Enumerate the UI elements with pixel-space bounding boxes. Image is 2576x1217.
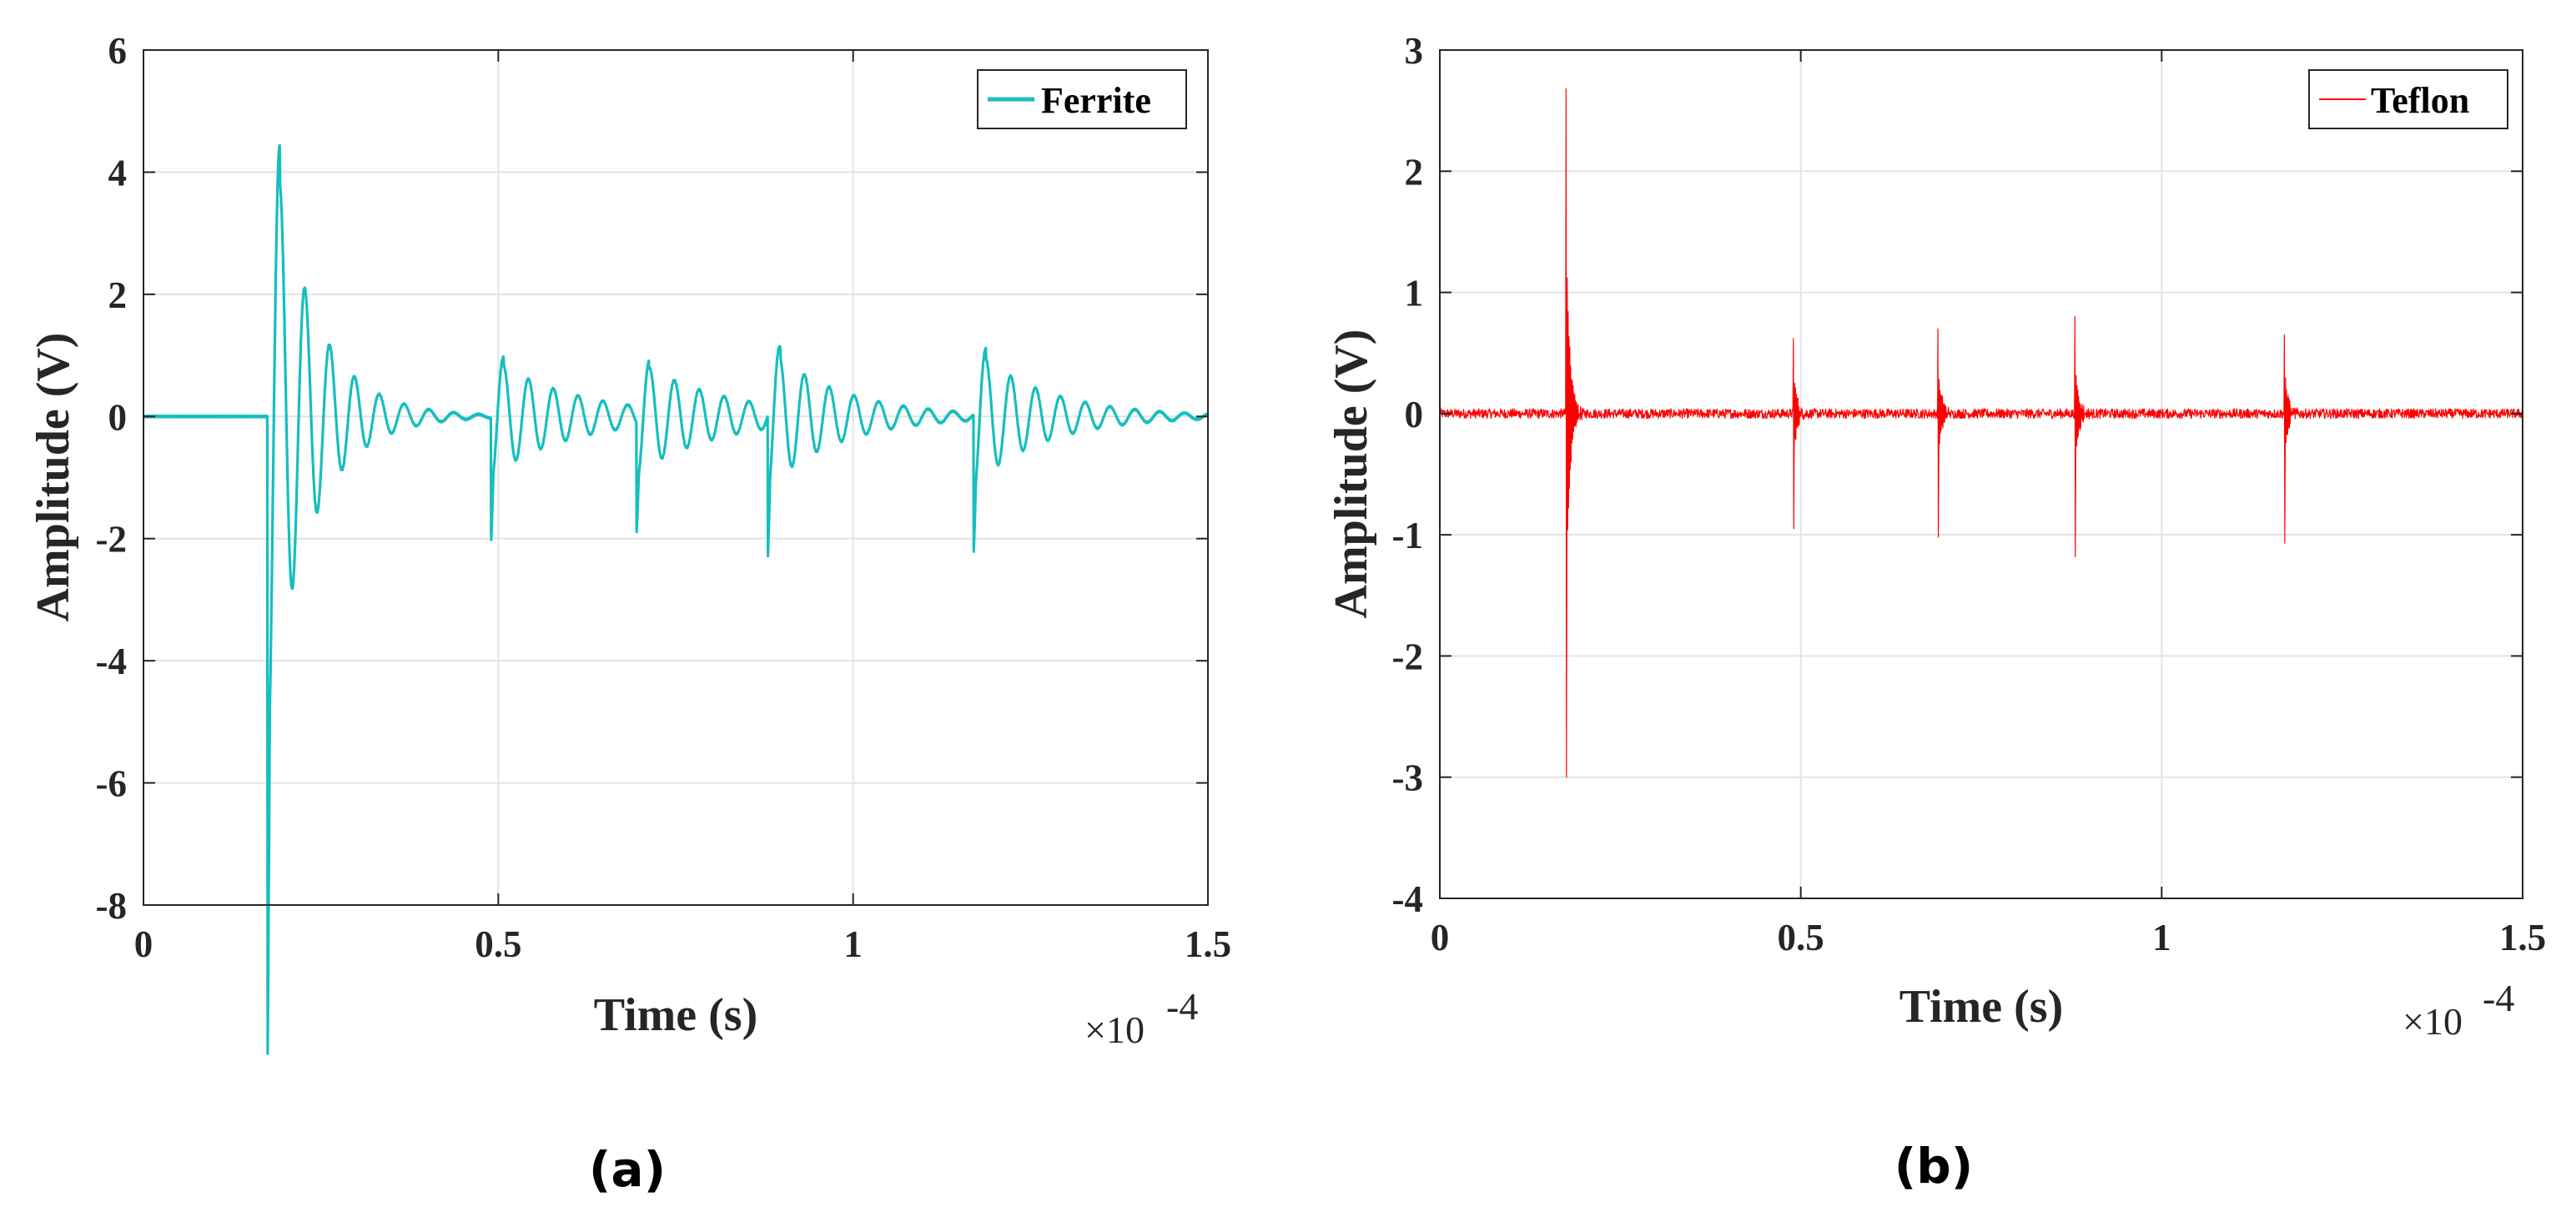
- panel-a-legend-label: Ferrite: [1041, 80, 1151, 121]
- panel-b-axes-box: [1439, 49, 2523, 899]
- panel-b-series: [1439, 88, 2523, 778]
- panel-a-ticks: [143, 49, 1209, 906]
- panel-b-xtick-label: 1: [2152, 917, 2171, 958]
- panel-a-ytick-label: 0: [108, 396, 128, 438]
- panel-a-ytick-label: 6: [108, 30, 128, 72]
- panel-b-plot-area: [1440, 50, 2523, 898]
- panel-a-xtick-labels: 0 0.5 1 1.5: [134, 923, 1231, 965]
- panel-b-ytick-label: -3: [1392, 757, 1424, 799]
- panel-a-xtick-label: 0.5: [475, 923, 521, 965]
- panel-b-xtick-label: 0.5: [1778, 917, 1824, 958]
- panel-b-caption: (b): [1894, 1138, 1974, 1194]
- panel-a-ytick-labels: -8 -6 -4 -2 0 2 4 6: [96, 30, 128, 927]
- panel-a-caption: (a): [589, 1141, 666, 1198]
- panel-a-series: [142, 143, 1210, 1055]
- panel-a-legend: Ferrite: [977, 69, 1187, 129]
- panel-b-y-axis-label: Amplitude (V): [1326, 329, 1377, 619]
- panel-a-y-axis-label: Amplitude (V): [28, 333, 79, 622]
- panel-b-xtick-label: 0: [1431, 917, 1450, 958]
- panel-a-ytick-label: -6: [96, 763, 128, 805]
- panel-a-xtick-label: 1.5: [1185, 923, 1231, 965]
- panel-b-ytick-label: -1: [1392, 515, 1424, 556]
- panel-a-ytick-label: 4: [108, 152, 128, 194]
- panel-a-chart: -8 -6 -4 -2 0 2 4 6 0 0.5 1 1.5 Time (s)…: [28, 30, 1231, 1198]
- panel-a-x-axis-label: Time (s): [594, 989, 758, 1041]
- panel-b-ytick-label: -4: [1392, 878, 1424, 920]
- panel-b-ytick-labels: -4 -3 -2 -1 0 1 2 3: [1392, 30, 1424, 920]
- panel-a-plot-area: [143, 50, 1208, 905]
- panel-b-ytick-label: 2: [1405, 151, 1424, 193]
- panel-a-xtick-label: 0: [134, 923, 153, 965]
- panel-b-series-line-teflon: [1439, 88, 2523, 778]
- panel-a-ytick-label: -2: [96, 519, 128, 561]
- panel-a-series-line-ferrite: [142, 143, 1210, 1055]
- panel-a-x-exponent: -4: [1166, 985, 1198, 1028]
- panel-b-xtick-labels: 0 0.5 1 1.5: [1431, 917, 2546, 958]
- panel-a-axes-box: [143, 49, 1209, 906]
- panel-b-x-axis-label: Time (s): [1899, 981, 2064, 1033]
- panel-a-ytick-label: -4: [96, 641, 128, 682]
- panel-b-ytick-label: 1: [1405, 273, 1424, 314]
- panel-a-xtick-label: 1: [843, 923, 863, 965]
- panel-b-ytick-label: 0: [1405, 394, 1424, 435]
- panel-b-x-exponent: -4: [2483, 977, 2514, 1019]
- panel-b-ticks: [1439, 49, 2523, 899]
- panel-b-legend: Teflon: [2308, 69, 2508, 129]
- panel-a-x-multiplier: ×10: [1084, 1008, 1145, 1051]
- panel-b-ytick-label: 3: [1405, 30, 1424, 72]
- panel-b-xtick-label: 1.5: [2499, 917, 2546, 958]
- panel-a-ytick-label: 2: [108, 274, 128, 316]
- panel-b-ytick-label: -2: [1392, 636, 1424, 677]
- panel-b-x-multiplier: ×10: [2402, 1000, 2463, 1043]
- panel-b-chart: -4 -3 -2 -1 0 1 2 3 0 0.5 1 1.5 Time (s)…: [1326, 30, 2546, 1194]
- panel-a-ytick-label: -8: [96, 885, 128, 927]
- panel-b-legend-label: Teflon: [2371, 80, 2469, 121]
